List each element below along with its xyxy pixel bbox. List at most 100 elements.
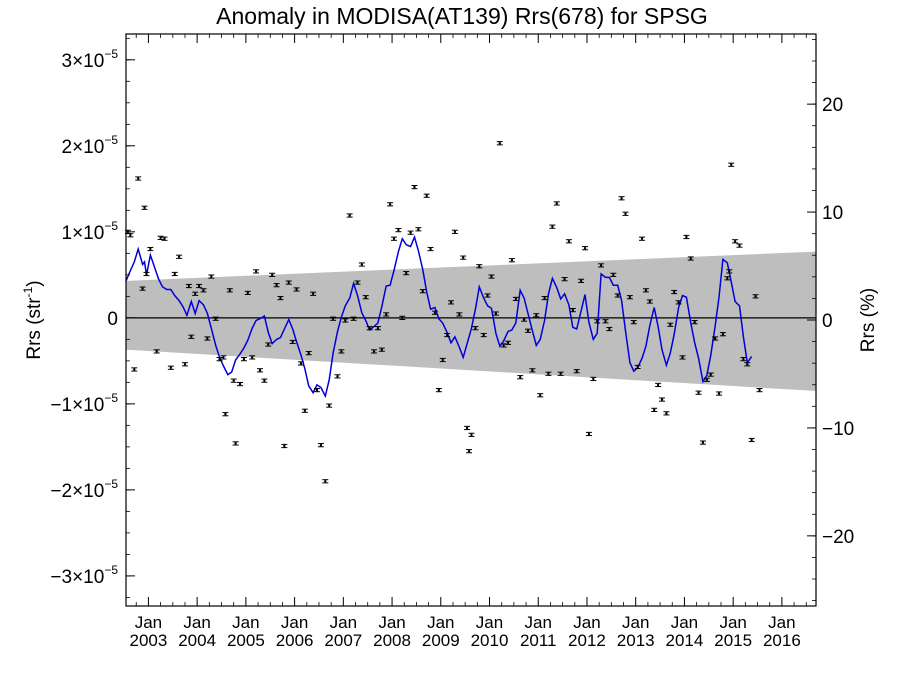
data-point [569, 308, 576, 313]
point-marker [234, 442, 237, 445]
data-point [423, 193, 430, 198]
point-marker [567, 240, 571, 243]
point-marker [535, 314, 538, 317]
x-tick-year-label: 2016 [763, 631, 801, 650]
data-point [642, 288, 649, 293]
right-y-tick-label: −10 [822, 419, 854, 440]
point-marker [449, 301, 453, 304]
point-marker [193, 292, 197, 295]
data-point [728, 162, 735, 167]
data-point [143, 271, 150, 277]
data-point [565, 239, 572, 244]
point-marker [717, 392, 721, 395]
data-point [147, 246, 154, 252]
data-point [297, 361, 304, 366]
point-marker [555, 202, 558, 205]
data-point [362, 295, 369, 300]
left-y-tick-label: −3×10−5 [50, 563, 118, 588]
point-marker [632, 320, 635, 324]
data-point [415, 227, 422, 232]
point-marker [401, 316, 404, 320]
data-point [622, 211, 629, 216]
point-marker [291, 340, 294, 344]
point-marker [506, 341, 510, 344]
data-point [634, 364, 641, 369]
point-marker [494, 312, 498, 315]
point-marker [510, 259, 514, 262]
point-marker [498, 142, 501, 145]
data-point [185, 283, 192, 289]
point-marker [275, 283, 278, 287]
data-point [277, 295, 284, 301]
data-point [585, 431, 592, 437]
data-point [127, 233, 134, 238]
point-marker [283, 444, 286, 448]
data-point [695, 390, 702, 395]
point-marker [531, 369, 534, 372]
x-tick-year-label: 2004 [178, 631, 216, 650]
left-y-tick-exponent: −5 [104, 133, 118, 147]
x-tick-month-label: Jan [622, 613, 649, 632]
point-marker [669, 323, 672, 326]
left-y-label-text: Rrs (str [24, 297, 45, 360]
point-marker [612, 273, 615, 277]
point-marker [583, 246, 587, 250]
x-tick-month-label: Jan [525, 613, 552, 632]
data-point [732, 239, 739, 244]
data-point [598, 263, 605, 268]
point-marker [470, 433, 473, 437]
data-point [525, 328, 532, 333]
data-point [171, 271, 178, 277]
point-marker [559, 372, 562, 375]
left-y-tick-label: −1×10−5 [50, 391, 118, 416]
data-point [756, 388, 763, 393]
data-point [610, 272, 617, 277]
point-marker [458, 313, 461, 316]
point-marker [327, 404, 331, 407]
left-y-label-close: ) [24, 280, 45, 286]
point-marker [754, 295, 757, 298]
point-marker [356, 281, 359, 284]
point-marker [360, 263, 364, 266]
x-tick-month-label: Jan [330, 613, 357, 632]
point-marker [701, 441, 705, 444]
data-point [748, 437, 755, 443]
point-marker [538, 394, 542, 397]
data-point [561, 277, 568, 282]
point-marker [388, 203, 392, 206]
point-marker [263, 379, 266, 382]
data-point [707, 372, 714, 377]
data-point [667, 322, 674, 327]
data-point [366, 326, 373, 331]
data-point [411, 185, 418, 190]
data-point [305, 351, 312, 356]
point-marker [425, 194, 428, 197]
data-point [488, 274, 495, 279]
data-point [508, 258, 515, 263]
x-tick-month-label: Jan [719, 613, 746, 632]
right-y-tick-label: 10 [822, 203, 843, 224]
point-marker [307, 351, 310, 355]
point-marker [445, 333, 449, 337]
data-point [472, 326, 479, 331]
point-marker [311, 292, 315, 295]
point-marker [665, 412, 668, 415]
point-marker [563, 277, 566, 281]
point-marker [246, 291, 250, 295]
point-marker [733, 240, 737, 243]
data-point [448, 300, 455, 305]
plot-area: 3×10−52×10−51×10−50−1×10−5−2×10−5−3×10−5… [50, 33, 854, 650]
point-marker [519, 376, 522, 379]
data-point [500, 343, 507, 348]
x-tick-month-label: Jan [476, 613, 503, 632]
data-point [181, 362, 188, 367]
point-marker [721, 332, 725, 336]
x-tick-month-label: Jan [281, 613, 308, 632]
data-point [726, 269, 733, 274]
point-marker [129, 234, 132, 237]
point-marker [620, 197, 623, 200]
point-marker [478, 265, 481, 268]
data-point [403, 271, 410, 276]
point-marker [608, 327, 611, 331]
point-marker [713, 337, 717, 340]
